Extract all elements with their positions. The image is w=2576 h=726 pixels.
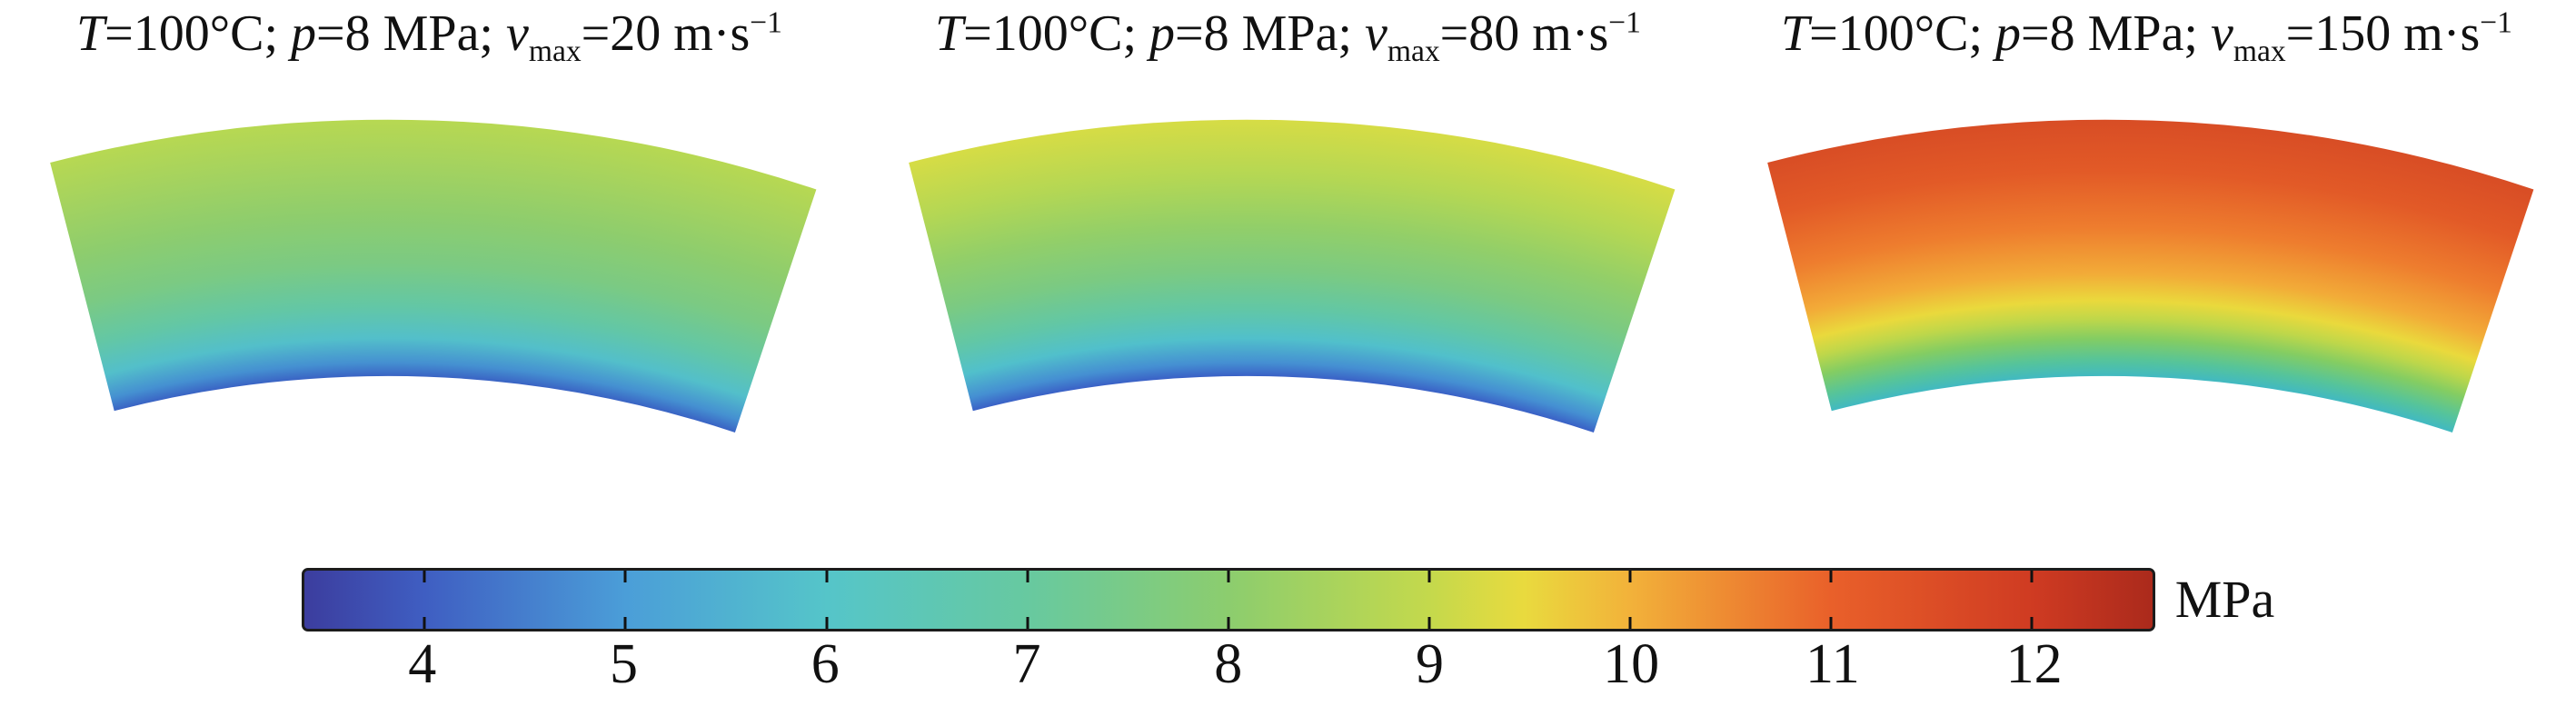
colorbar-tick <box>423 570 426 582</box>
colorbar-tick-label: 4 <box>408 632 437 695</box>
var-p: p <box>1995 5 2022 62</box>
colorbar-tick <box>1427 570 1431 582</box>
colorbar-tick <box>1628 570 1632 582</box>
annular-sector-2 <box>908 119 1675 433</box>
panel-title-2: T=100°C; p=8 MPa; vmax=80 m·s−1 <box>935 0 1641 69</box>
colorbar-tick <box>1026 570 1029 582</box>
colorbar-tick <box>2030 616 2034 629</box>
title-text: =20 m·s <box>581 5 751 62</box>
heatmap-surface-2 <box>908 119 1675 433</box>
var-T: T <box>935 5 964 62</box>
colorbar-tick <box>1227 616 1230 629</box>
colorbar-tick <box>423 616 426 629</box>
annular-sector-1 <box>49 119 816 433</box>
title-text: =150 m·s <box>2285 5 2481 62</box>
colorbar-tick <box>1427 616 1431 629</box>
heatmap-surface-3 <box>1766 119 2533 433</box>
colorbar-wrap: 4 5 6 7 8 9 10 11 12 <box>301 567 2155 704</box>
colorbar-row: 4 5 6 7 8 9 10 11 12 MPa <box>0 567 2576 704</box>
colorbar-tick <box>623 616 627 629</box>
subscript-max: max <box>528 35 582 69</box>
superscript-exponent: −1 <box>1608 5 1641 40</box>
colorbar-tick <box>623 570 627 582</box>
superscript-exponent: −1 <box>2480 5 2512 40</box>
colorbar-tick <box>1829 616 1833 629</box>
superscript-exponent: −1 <box>750 5 782 40</box>
title-text: =100°C; <box>1809 5 1996 62</box>
annular-sector-3 <box>1766 119 2533 433</box>
heatmap-panel-2: T=100°C; p=8 MPa; vmax=80 m·s−1 <box>859 0 1717 488</box>
colorbar-tick-label: 11 <box>1805 632 1860 695</box>
title-text: =8 MPa; <box>316 5 506 62</box>
title-text: =8 MPa; <box>2021 5 2211 62</box>
colorbar-tick-label: 10 <box>1603 632 1660 695</box>
title-text: =100°C; <box>104 5 292 62</box>
colorbar-tick-label: 6 <box>811 632 840 695</box>
colorbar-tick-label: 9 <box>1415 632 1444 695</box>
var-T: T <box>1781 5 1810 62</box>
title-text: =8 MPa; <box>1175 5 1365 62</box>
heatmap-panel-3: T=100°C; p=8 MPa; vmax=150 m·s−1 <box>1717 0 2576 488</box>
colorbar-labels: 4 5 6 7 8 9 10 11 12 <box>302 633 2155 704</box>
panel-title-1: T=100°C; p=8 MPa; vmax=20 m·s−1 <box>76 0 782 69</box>
colorbar-tick <box>1227 570 1230 582</box>
colorbar-tick-label: 5 <box>609 632 638 695</box>
colorbar-tick <box>825 570 829 582</box>
var-T: T <box>76 5 105 62</box>
heatmap-surface-1 <box>49 119 816 433</box>
colorbar-tick <box>2030 570 2034 582</box>
var-v: v <box>2210 5 2233 62</box>
title-text: =80 m·s <box>1439 5 1609 62</box>
colorbar-tick-label: 12 <box>2005 632 2063 695</box>
var-p: p <box>291 5 317 62</box>
var-v: v <box>1364 5 1387 62</box>
colorbar-tick <box>1829 570 1833 582</box>
colorbar-tick-label: 8 <box>1214 632 1243 695</box>
panels-row: T=100°C; p=8 MPa; vmax=20 m·s−1 T=100°C;… <box>0 0 2576 488</box>
colorbar-tick <box>825 616 829 629</box>
subscript-max: max <box>1387 35 1440 69</box>
colorbar-tick-label: 7 <box>1012 632 1041 695</box>
colorbar-tick <box>1026 616 1029 629</box>
heatmap-panel-1: T=100°C; p=8 MPa; vmax=20 m·s−1 <box>0 0 859 488</box>
subscript-max: max <box>2233 35 2286 69</box>
colorbar <box>301 567 2155 632</box>
colorbar-tick <box>1628 616 1632 629</box>
title-text: =100°C; <box>963 5 1150 62</box>
var-v: v <box>505 5 529 62</box>
var-p: p <box>1149 5 1176 62</box>
panel-title-3: T=100°C; p=8 MPa; vmax=150 m·s−1 <box>1781 0 2512 69</box>
colorbar-unit-label: MPa <box>2174 569 2275 629</box>
